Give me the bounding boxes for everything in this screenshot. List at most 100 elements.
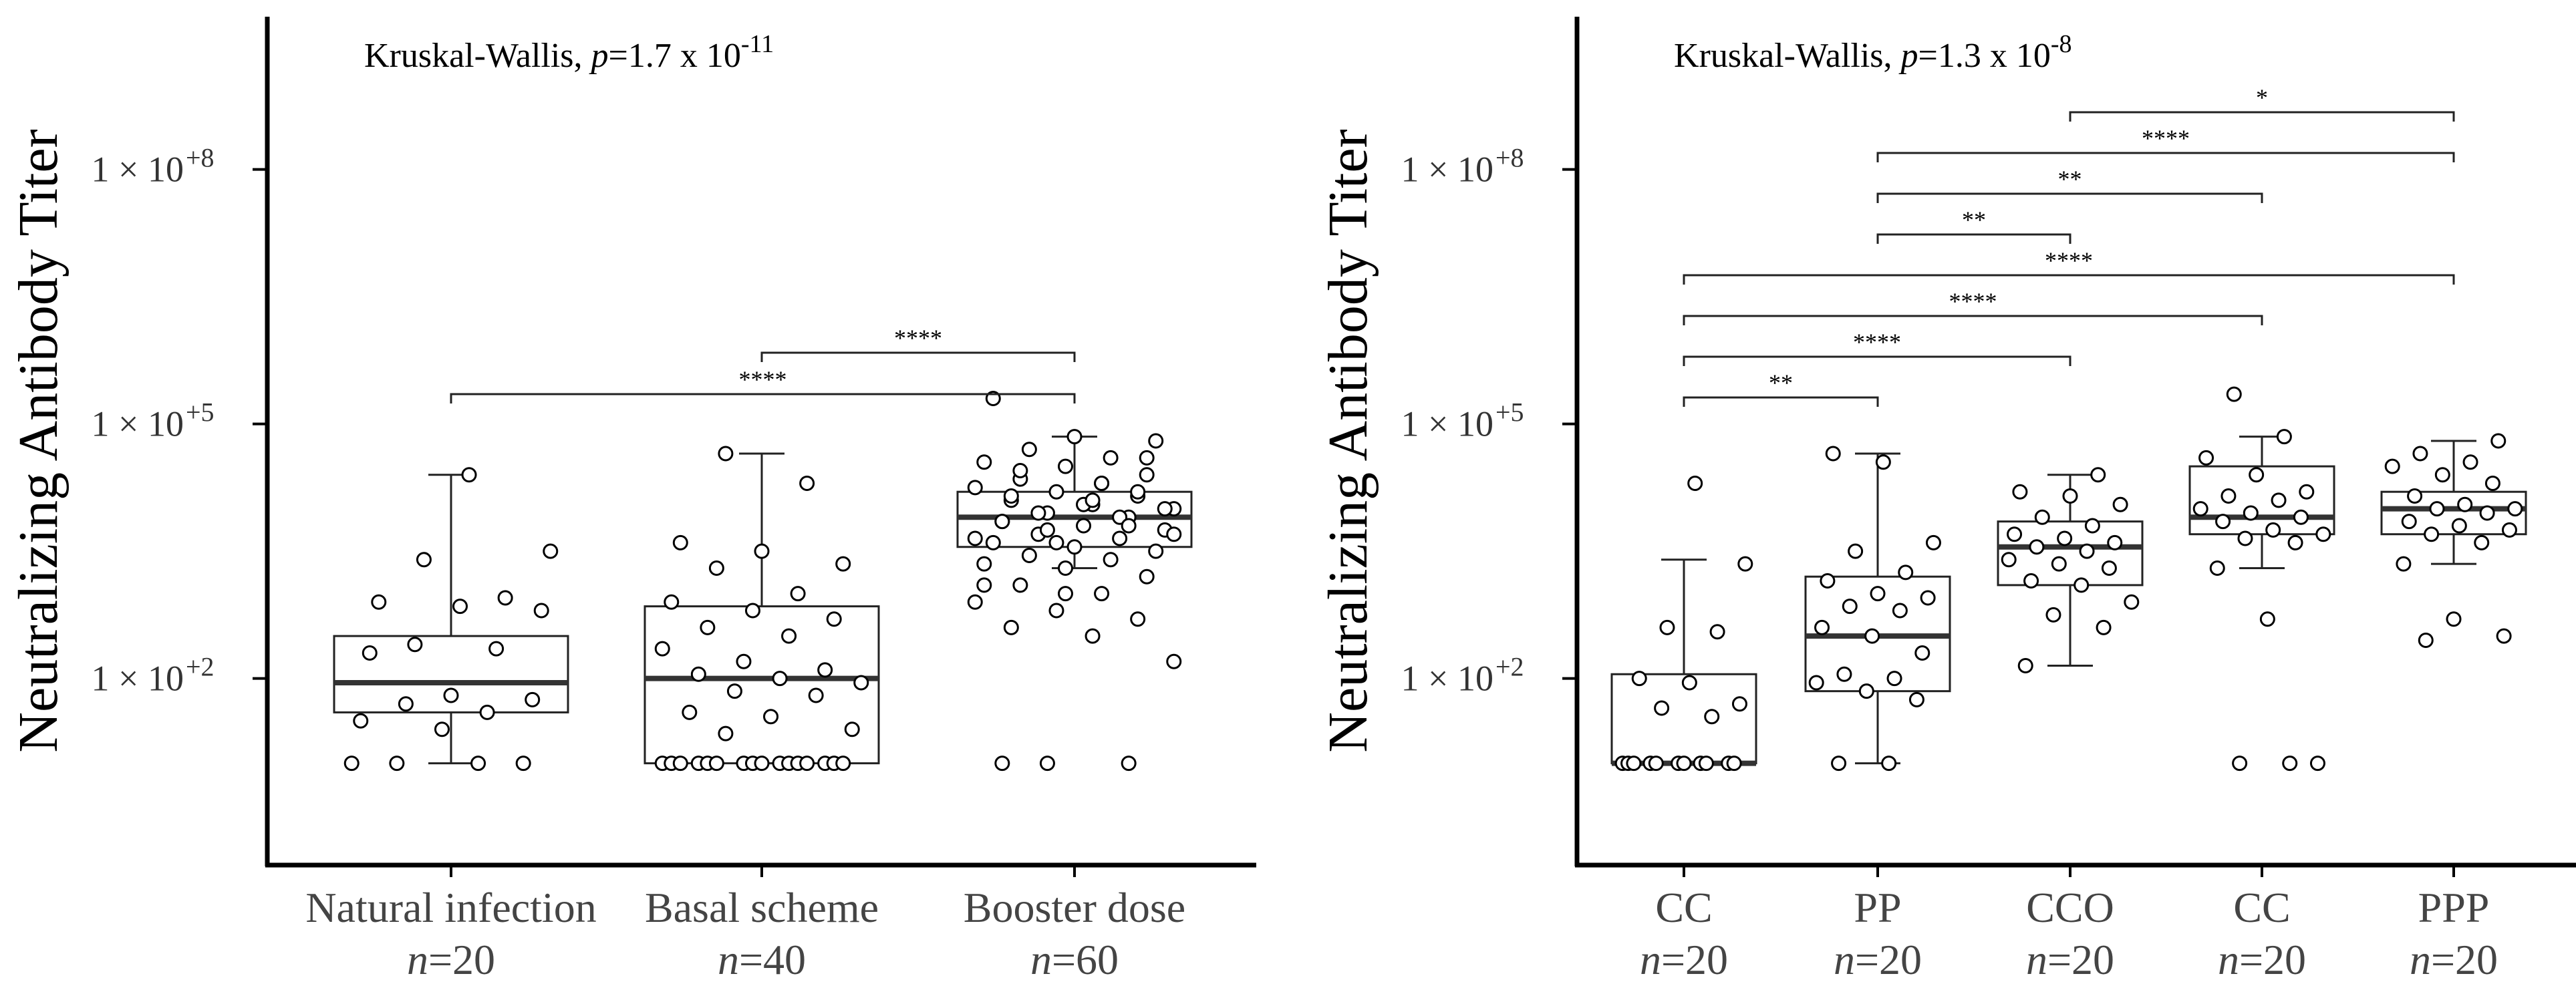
data-point xyxy=(1057,458,1073,474)
x-tick-count: n=20 xyxy=(1834,936,1922,983)
data-point xyxy=(2315,526,2331,542)
data-point xyxy=(1737,556,1753,572)
data-point xyxy=(1886,671,1902,687)
data-point xyxy=(1148,543,1164,559)
data-point xyxy=(2249,467,2265,483)
data-point xyxy=(2023,573,2039,589)
data-point xyxy=(790,586,806,602)
data-point xyxy=(2496,628,2512,644)
data-point xyxy=(2192,501,2208,517)
data-point xyxy=(726,683,742,699)
data-point xyxy=(525,691,541,707)
data-point xyxy=(799,476,815,491)
data-point xyxy=(1094,476,1110,491)
data-point xyxy=(1908,691,1924,707)
data-point xyxy=(967,594,983,610)
data-point xyxy=(2276,429,2292,445)
data-point xyxy=(654,641,670,657)
data-point xyxy=(1048,603,1064,619)
y-axis-title: Neutralizing Antibody Titer xyxy=(7,129,69,752)
data-point xyxy=(1881,756,1897,772)
data-point xyxy=(1726,756,1742,772)
data-point xyxy=(1085,492,1101,508)
data-point xyxy=(708,560,724,576)
data-point xyxy=(1166,526,1182,542)
data-point xyxy=(2446,611,2462,627)
significance-bracket xyxy=(1876,192,2263,203)
left-panel: Neutralizing Antibody Titer 1 × 10 +21 × 1… xyxy=(7,17,1256,983)
data-point xyxy=(2007,526,2023,542)
y-tick-exponent: +8 xyxy=(1495,143,1524,173)
significance-label: ** xyxy=(2058,166,2082,192)
data-point xyxy=(515,756,531,772)
data-point xyxy=(1121,756,1137,772)
data-point xyxy=(682,704,698,720)
data-point xyxy=(2287,534,2303,550)
data-point xyxy=(1130,611,1146,627)
data-point xyxy=(1858,683,1874,699)
data-point xyxy=(1030,505,1046,521)
data-point xyxy=(976,556,992,572)
data-point xyxy=(1848,543,1864,559)
data-point xyxy=(700,619,716,635)
data-point xyxy=(1870,586,1886,602)
box xyxy=(643,605,880,765)
data-point xyxy=(2101,560,2117,576)
significance-label: ** xyxy=(1769,369,1793,396)
data-point xyxy=(2096,619,2112,635)
data-point xyxy=(2079,543,2095,559)
data-point xyxy=(826,611,842,627)
data-point xyxy=(2484,476,2500,491)
data-point xyxy=(1085,628,1101,644)
significance-bracket xyxy=(1683,315,2263,325)
x-tick-label: Basal scheme xyxy=(645,884,879,931)
data-point xyxy=(416,552,432,568)
data-point xyxy=(461,467,477,483)
data-point xyxy=(664,594,680,610)
data-point xyxy=(718,446,734,462)
data-point xyxy=(479,704,495,720)
data-point xyxy=(2309,756,2325,772)
significance-bracket xyxy=(1876,152,2455,162)
significance-label: **** xyxy=(739,366,787,393)
data-point xyxy=(1012,577,1028,593)
data-point xyxy=(1003,488,1019,504)
data-point xyxy=(817,662,833,678)
significance-bracket xyxy=(450,393,1076,403)
data-point xyxy=(2084,518,2100,534)
data-point xyxy=(1066,539,1083,555)
significance-label: **** xyxy=(2142,125,2190,152)
data-point xyxy=(736,653,752,669)
data-point xyxy=(2017,658,2033,674)
y-tick-exponent: +2 xyxy=(186,652,214,682)
data-point xyxy=(1875,454,1891,470)
data-point xyxy=(994,756,1010,772)
data-point xyxy=(708,756,724,772)
x-tick-label: PP xyxy=(1854,884,1901,931)
data-point xyxy=(497,590,513,606)
y-tick-label: 1 × 10 xyxy=(1401,404,1493,444)
kruskal-wallis-annotation: Kruskal-Wallis, p=1.3 x 10-8 xyxy=(1674,30,2072,75)
data-point xyxy=(443,687,459,703)
data-point xyxy=(353,713,369,729)
x-tick-count: n=20 xyxy=(407,936,495,983)
data-point xyxy=(2434,467,2450,483)
data-point xyxy=(1048,534,1064,550)
data-point xyxy=(1820,573,1836,589)
x-tick-count: n=20 xyxy=(2410,936,2498,983)
data-point xyxy=(2396,556,2412,572)
data-point xyxy=(2282,756,2298,772)
data-point xyxy=(1121,518,1137,534)
data-point xyxy=(1864,628,1880,644)
data-point xyxy=(835,756,851,772)
y-axis-title: Neutralizing Antibody Titer xyxy=(1317,129,1379,752)
data-point xyxy=(1039,756,1055,772)
data-point xyxy=(2401,514,2417,530)
data-point xyxy=(1659,619,1675,635)
data-point xyxy=(985,534,1001,550)
data-point xyxy=(2407,488,2423,504)
right-panel: Neutralizing Antibody Titer 1 × 10 +21 × 1… xyxy=(1317,17,2576,983)
data-point xyxy=(1021,442,1037,458)
x-tick-label: Natural infection xyxy=(305,884,596,931)
